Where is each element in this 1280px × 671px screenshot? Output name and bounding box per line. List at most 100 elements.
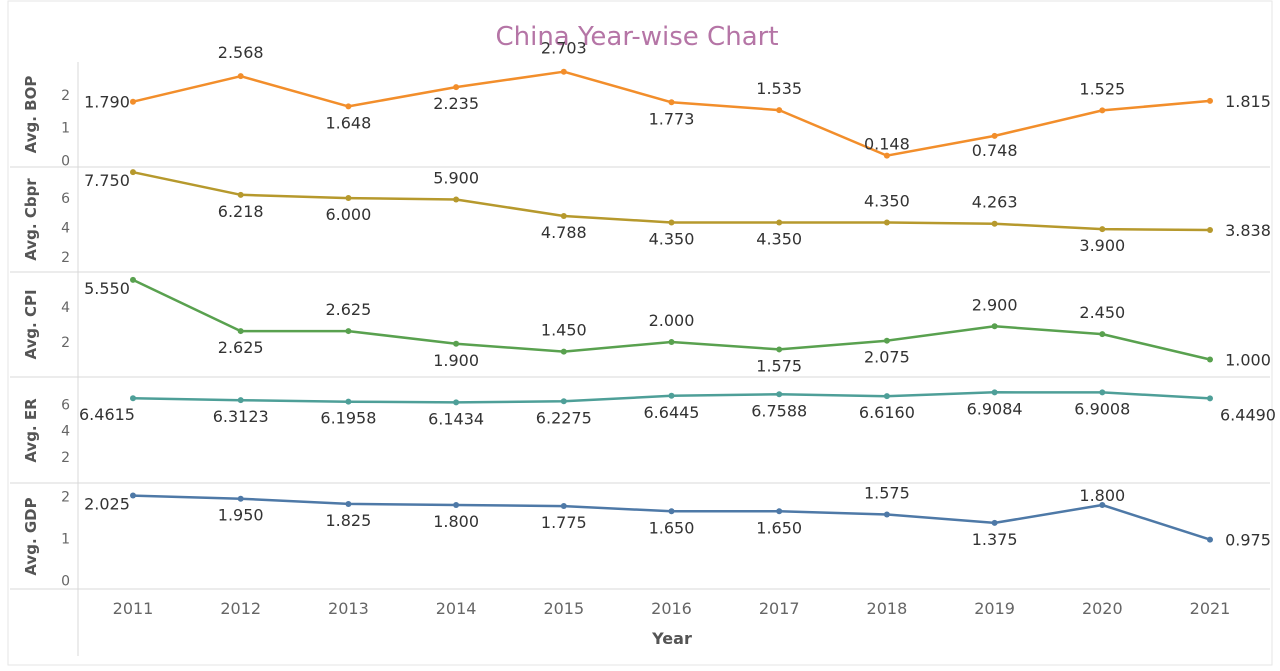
data-label: 6.1434 [428,409,484,428]
x-tick-label: 2017 [759,599,800,618]
data-point [560,503,567,510]
data-label: 4.350 [756,229,802,248]
data-label: 2.900 [972,295,1018,314]
data-label: 0.148 [864,135,910,154]
data-label: 2.450 [1079,303,1125,322]
x-tick-label: 2015 [543,599,584,618]
data-point [1099,502,1106,508]
data-label: 6.218 [218,202,264,221]
data-label: 6.2275 [536,408,592,427]
data-point [991,389,998,396]
chart-border [7,0,1273,666]
data-label: 6.9084 [967,399,1023,418]
data-point [453,502,460,508]
data-label: 3.900 [1079,236,1125,255]
y-tick-label: 4 [61,424,70,440]
data-point [776,219,783,226]
data-label: 1.790 [84,93,130,112]
data-point [991,220,998,227]
y-tick-label: 4 [61,300,70,316]
data-point [453,84,460,91]
data-point [883,219,890,226]
data-label: 3.838 [1225,221,1271,240]
data-label: 1.900 [433,351,479,370]
data-point [991,323,998,330]
data-label: 4.350 [864,191,910,210]
y-tick-label: 0 [61,153,70,169]
data-point [1207,356,1213,363]
data-label: 1.650 [649,518,695,537]
x-tick-label: 2013 [328,599,369,618]
x-tick-label: 2020 [1082,599,1123,618]
data-label: 2.000 [649,311,695,330]
y-tick-label: 2 [61,450,70,466]
data-point [883,511,890,518]
data-point [130,395,136,402]
data-point [560,212,567,219]
data-label: 6.4615 [79,405,135,424]
data-label: 6.000 [325,205,371,224]
data-label: 6.1958 [320,409,376,428]
data-point [1099,226,1106,233]
data-label: 1.950 [218,506,264,525]
data-point [345,398,352,405]
y-tick-label: 1 [61,121,70,137]
data-point [1207,97,1213,104]
y-axis-title: Avg. CPI [22,289,40,359]
panel-4: Avg. ER 2 4 6 6.4615 6.3123 6.1958 6.1434 6.2275… [10,389,1276,484]
data-label: 6.3123 [213,407,269,426]
y-tick-label: 6 [61,191,70,207]
data-label: 5.550 [84,279,130,298]
data-label: 1.648 [325,113,371,132]
data-label: 6.7588 [751,401,807,420]
data-point [453,340,460,347]
data-label: 1.575 [756,356,802,375]
data-point [453,196,460,203]
data-point [130,492,136,499]
data-point [776,391,783,398]
data-point [991,519,998,526]
data-label: 6.4490 [1220,405,1276,424]
data-point [668,99,675,106]
data-label: 1.000 [1225,351,1271,370]
x-axis: 2011 2012 2013 2014 2015 2016 2017 2018 2019 2020… [113,599,1231,618]
x-axis-title: Year [651,629,692,648]
x-tick-label: 2011 [113,599,154,618]
x-tick-label: 2016 [651,599,692,618]
data-point [1207,536,1213,543]
data-label: 1.525 [1079,79,1125,98]
y-axis-title: Avg. Cbpr [22,178,40,261]
data-point [991,132,998,139]
y-tick-label: 0 [61,574,70,590]
x-tick-label: 2012 [220,599,261,618]
y-axis-title: Avg. BOP [22,76,40,154]
data-label: 2.703 [541,39,587,58]
data-point [237,73,244,80]
y-axis-title: Avg. GDP [22,497,40,575]
data-label: 6.6445 [644,403,700,422]
data-label: 1.650 [756,518,802,537]
data-label: 1.815 [1225,92,1271,111]
data-point [776,346,783,353]
data-label: 1.535 [756,79,802,98]
y-tick-label: 2 [61,88,70,104]
data-point [1099,389,1106,396]
chart-frame [7,0,1273,666]
x-tick-label: 2018 [867,599,908,618]
data-point [560,398,567,405]
data-label: 4.788 [541,223,587,242]
data-point [883,337,890,344]
y-tick-label: 2 [61,250,70,266]
data-point [560,348,567,355]
data-label: 4.350 [649,229,695,248]
data-point [883,152,890,159]
data-point [560,68,567,75]
x-tick-label: 2019 [974,599,1015,618]
data-point [1207,395,1213,402]
y-tick-label: 2 [61,490,70,506]
data-point [345,195,352,202]
data-label: 2.235 [433,94,479,113]
y-tick-label: 1 [61,532,70,548]
data-label: 6.6160 [859,403,915,422]
